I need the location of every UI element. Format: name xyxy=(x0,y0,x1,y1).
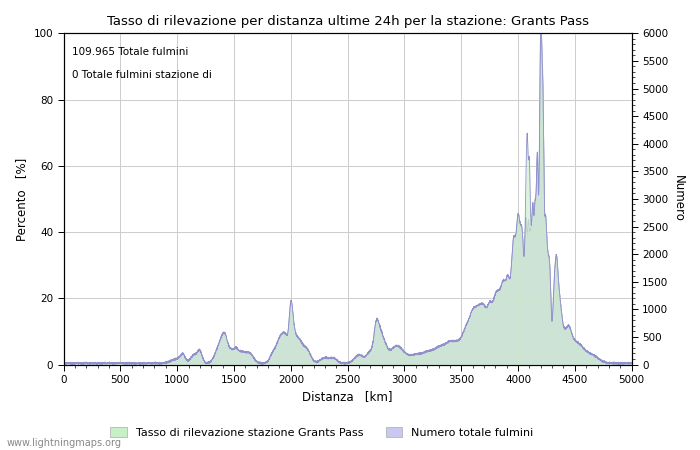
Y-axis label: Numero: Numero xyxy=(672,176,685,222)
Y-axis label: Percento   [%]: Percento [%] xyxy=(15,158,28,241)
Title: Tasso di rilevazione per distanza ultime 24h per la stazione: Grants Pass: Tasso di rilevazione per distanza ultime… xyxy=(106,15,589,28)
Text: 0 Totale fulmini stazione di: 0 Totale fulmini stazione di xyxy=(72,70,212,80)
Legend: Tasso di rilevazione stazione Grants Pass, Numero totale fulmini: Tasso di rilevazione stazione Grants Pas… xyxy=(106,423,538,442)
Text: www.lightningmaps.org: www.lightningmaps.org xyxy=(7,438,122,448)
X-axis label: Distanza   [km]: Distanza [km] xyxy=(302,391,393,404)
Text: 109.965 Totale fulmini: 109.965 Totale fulmini xyxy=(72,47,188,57)
